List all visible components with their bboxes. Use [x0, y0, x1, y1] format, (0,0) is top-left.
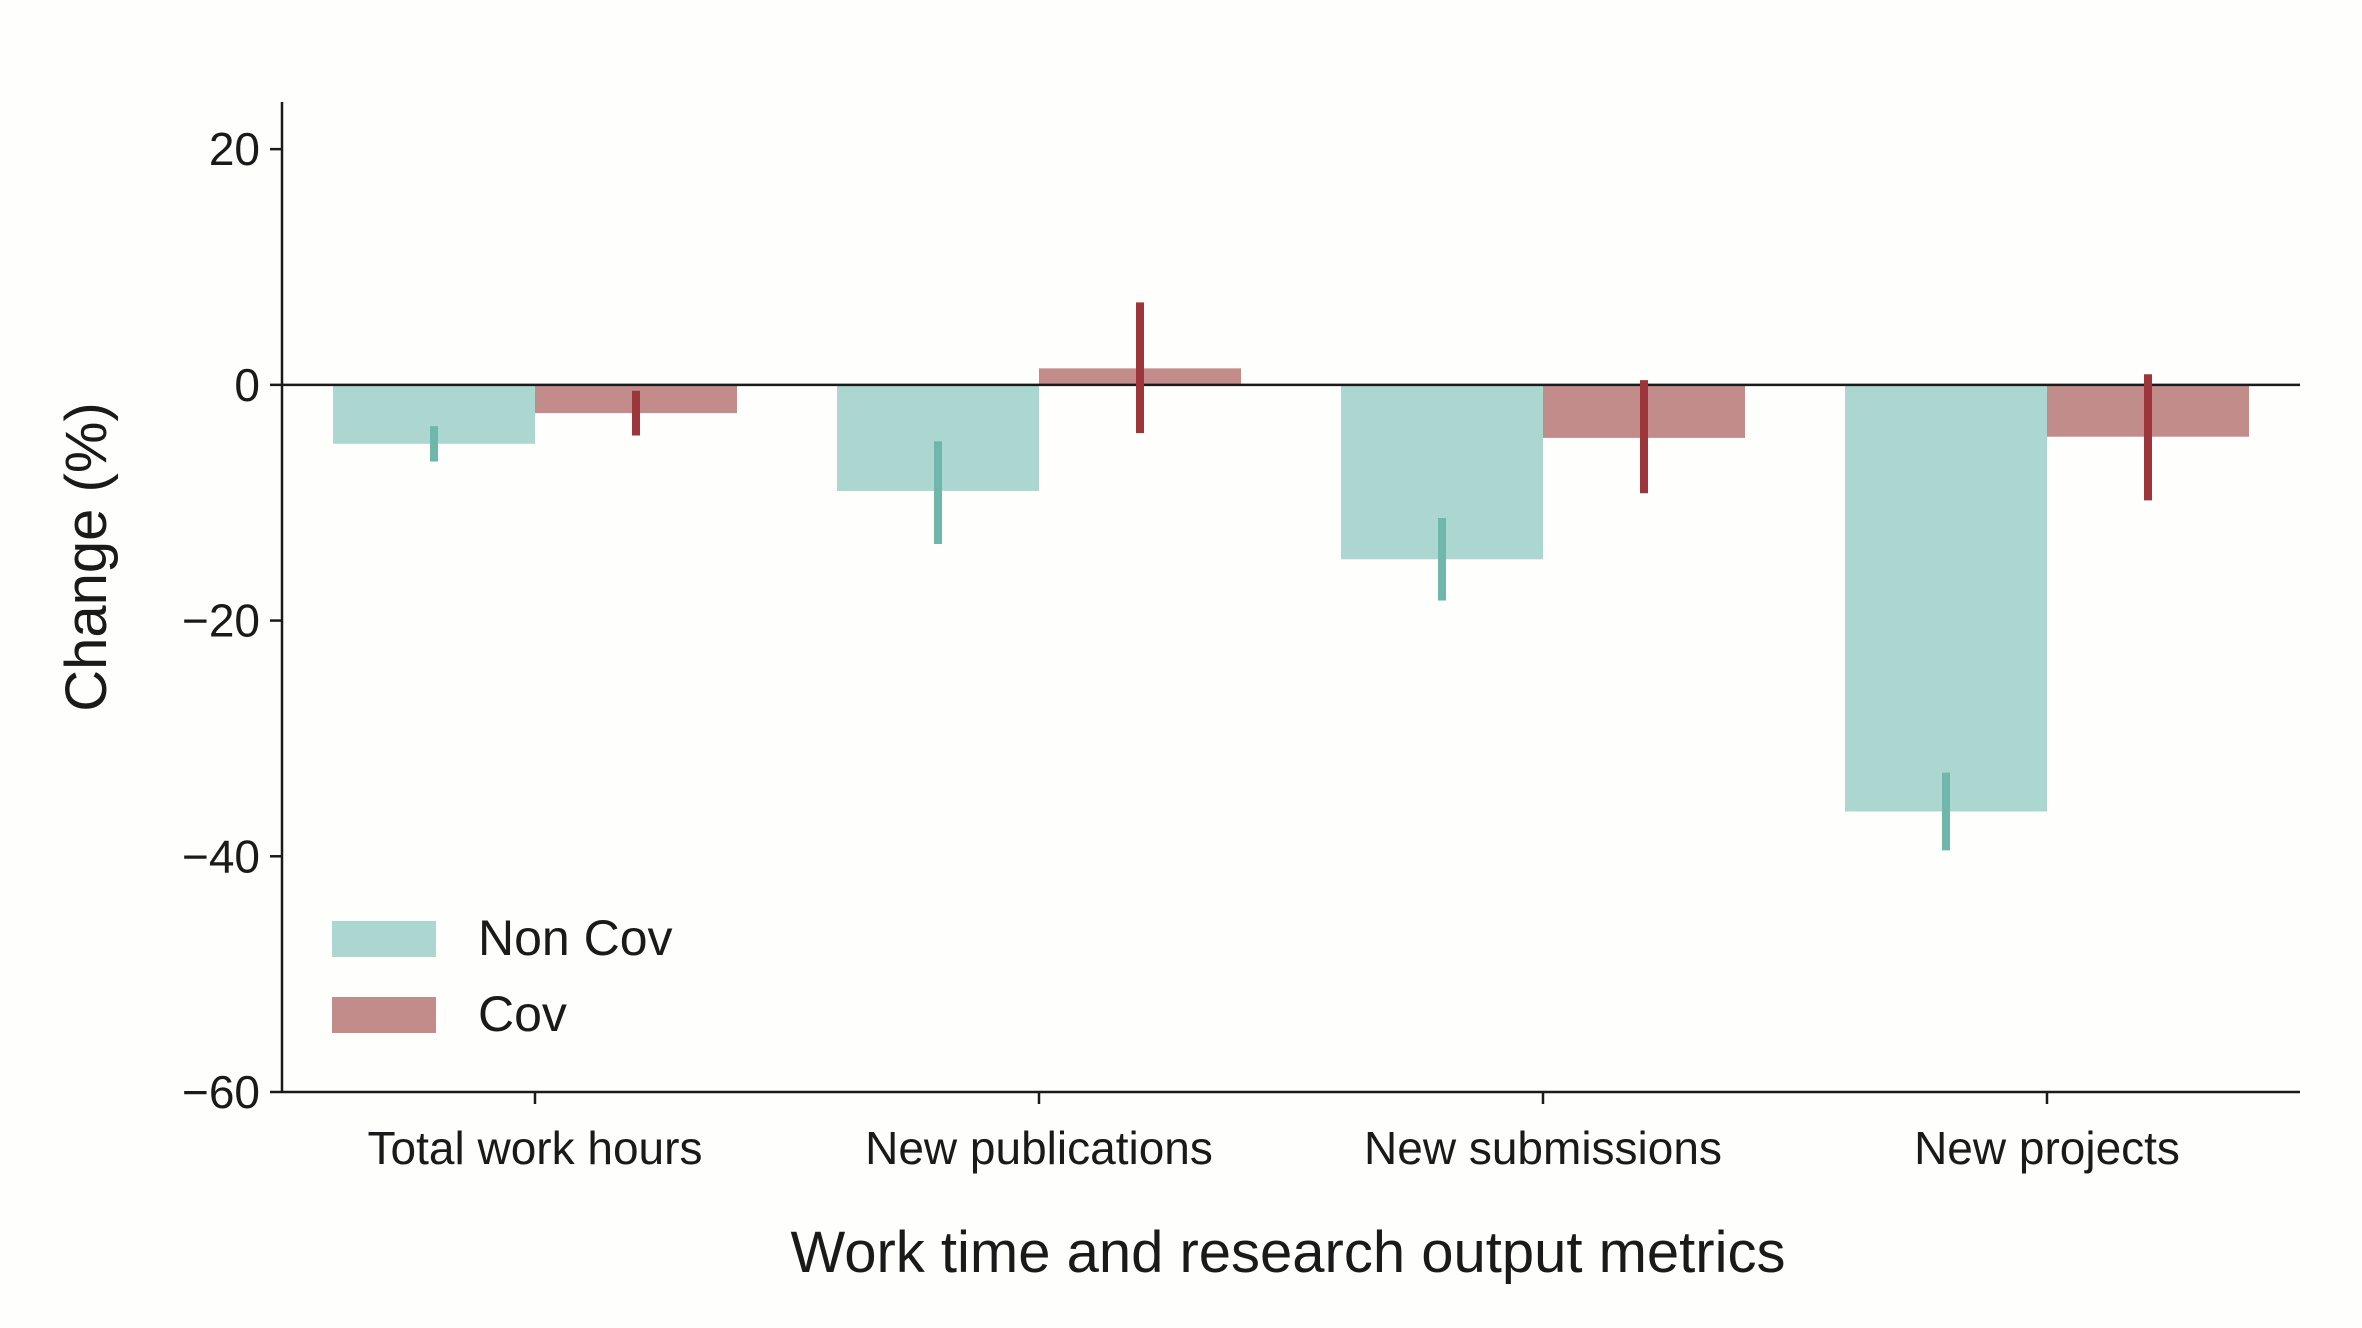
- legend-swatch-cov: [332, 997, 436, 1033]
- bar-non-cov-3: [1845, 384, 2047, 812]
- y-axis-title: Change (%): [54, 402, 119, 711]
- y-tick-label-2: −20: [182, 595, 260, 647]
- legend: Non Cov Cov: [332, 910, 673, 1042]
- y-tick-label-0: 20: [209, 123, 260, 175]
- legend-swatch-non-cov: [332, 921, 436, 957]
- legend-label-cov: Cov: [478, 986, 567, 1042]
- y-tick-label-4: −60: [182, 1066, 260, 1118]
- axes: 20 0 −20 −40 −60 Total work hours New publicat…: [182, 102, 2300, 1174]
- y-tick-label-3: −40: [182, 830, 260, 882]
- plot-area: [282, 302, 2300, 851]
- x-axis-title: Work time and research output metrics: [791, 1220, 1786, 1285]
- x-tick-label-2: New submissions: [1364, 1122, 1722, 1174]
- y-tick-label-1: 0: [234, 359, 260, 411]
- x-tick-label-1: New publications: [865, 1122, 1213, 1174]
- legend-label-non-cov: Non Cov: [478, 910, 673, 966]
- x-tick-label-3: New projects: [1914, 1122, 2180, 1174]
- x-tick-label-0: Total work hours: [368, 1122, 703, 1174]
